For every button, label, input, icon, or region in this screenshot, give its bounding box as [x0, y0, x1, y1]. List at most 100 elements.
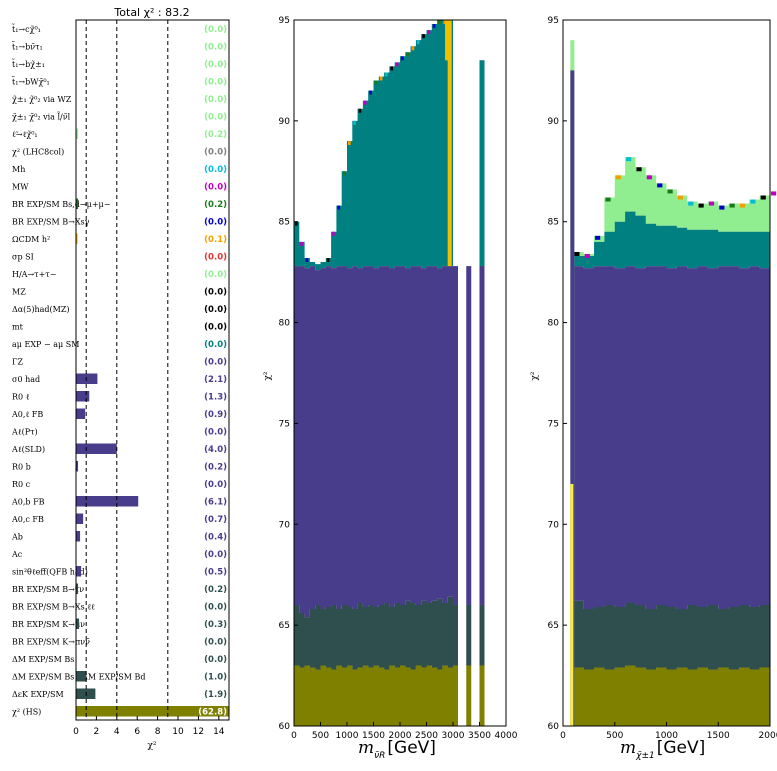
y-tick-label: 90 — [548, 117, 560, 127]
contribution-bar — [76, 373, 98, 384]
area-edge-mark — [574, 251, 580, 256]
y-tick-label: 80 — [548, 319, 560, 329]
row-value: (0.0) — [204, 357, 227, 367]
plot-frame — [75, 19, 230, 721]
area-edge-mark — [771, 191, 777, 196]
row-value: (0.0) — [204, 637, 227, 647]
column-ewpo — [479, 60, 485, 605]
contribution-bar — [76, 513, 84, 524]
contribution-bar — [76, 531, 81, 542]
area-edge-mark — [708, 201, 715, 206]
row-label: t̃₁→bχ̃±₁ — [11, 58, 45, 69]
column-ewpo — [466, 266, 472, 605]
area-edge-mark — [657, 183, 663, 188]
row-label: χ² (LHC8col) — [12, 147, 64, 156]
contribution-bar — [76, 671, 87, 682]
contribution-bar — [76, 566, 82, 577]
row-value: (0.2) — [204, 130, 227, 140]
x-tick-label: 2500 — [415, 731, 438, 741]
row-value: (2.1) — [204, 375, 227, 385]
row-value: (0.0) — [204, 270, 227, 280]
area-edge-mark — [595, 235, 601, 240]
row-value: (0.0) — [204, 25, 227, 35]
row-value: (6.1) — [204, 497, 227, 507]
row-value: (0.0) — [204, 550, 227, 560]
area-edge-mark — [438, 20, 441, 24]
row-value: (0.2) — [204, 585, 227, 595]
stacked-area — [570, 40, 777, 726]
area-layer-flavour — [294, 596, 453, 670]
chi2-breakdown-chart: Total χ² : 83.2 t̃₁→cχ̃⁰₁ (0.0) t̃₁→bν̃τ₁ (… — [11, 6, 230, 751]
row-label: H/A→τ+τ− — [12, 270, 56, 279]
area-edge-mark — [348, 141, 351, 146]
x-tick-label: 3500 — [468, 731, 491, 741]
column-hs — [466, 665, 472, 726]
area-layer-top — [294, 20, 453, 271]
row-label: t̃₁→cχ̃⁰₁ — [11, 23, 41, 34]
x-tick-label: 3000 — [442, 731, 465, 741]
row-label: mt — [12, 322, 24, 331]
area-edge-mark — [698, 203, 704, 208]
x-tick-label: 1000 — [336, 731, 359, 741]
row-value: (1.0) — [204, 672, 227, 682]
y-tick-label: 85 — [279, 218, 290, 228]
x-tick-label: 10 — [172, 727, 184, 737]
area-edge-mark — [584, 253, 590, 258]
y-axis-ticks: 60 65 70 75 80 85 90 95 — [279, 16, 298, 732]
row-value: (0.0) — [204, 147, 227, 157]
area-edge-mark — [385, 72, 388, 77]
area-edge-mark — [374, 80, 378, 85]
breakdown-rows: t̃₁→cχ̃⁰₁ (0.0) t̃₁→bν̃τ₁ (0.0) t̃₁→bχ̃±₁ (0.… — [11, 23, 227, 717]
contribution-bar — [76, 391, 90, 402]
row-label: MW — [12, 182, 29, 191]
x-tick-label: 500 — [606, 731, 623, 741]
row-label: Δα(5)had(MZ) — [12, 305, 70, 314]
row-label: A0,b FB — [11, 497, 45, 506]
area-layer-top — [573, 157, 770, 257]
contribution-bar — [76, 198, 79, 209]
row-value: (0.0) — [204, 95, 227, 105]
column-flavour — [466, 604, 472, 666]
gap-band — [447, 20, 452, 267]
y-tick-label: 75 — [548, 419, 559, 429]
row-value: (0.1) — [204, 235, 227, 245]
area-edge-mark — [326, 258, 330, 263]
y-tick-label: 75 — [279, 419, 290, 429]
contribution-bar — [76, 408, 86, 419]
contribution-bar — [76, 233, 78, 244]
y-tick-label: 95 — [279, 16, 290, 26]
row-label: BR EXP/SM Bs,d→μ+μ− — [12, 200, 110, 209]
x-tick-label: 0 — [73, 727, 79, 737]
area-layer-astro — [573, 211, 770, 269]
area-edge-mark — [739, 203, 746, 208]
row-label: σp SI — [12, 252, 34, 261]
chart-title: Total χ² : 83.2 — [113, 6, 189, 19]
x-tick-label: 14 — [213, 727, 225, 737]
row-value: (0.3) — [204, 620, 227, 630]
row-label: ΔM EXP/SM Bs — [12, 655, 74, 664]
area-edge-mark — [369, 90, 372, 95]
row-label: BR EXP/SM B→τν — [12, 585, 84, 594]
area-edge-mark — [646, 175, 652, 180]
row-value: (0.2) — [204, 462, 227, 472]
area-edge-mark — [401, 56, 404, 61]
column-hs — [479, 665, 485, 726]
contribution-bar — [76, 496, 139, 507]
x-tick-label: 500 — [312, 731, 329, 741]
y-tick-label: 70 — [548, 520, 560, 530]
contribution-bar — [76, 583, 79, 594]
y-tick-label: 95 — [548, 16, 559, 26]
area-edge-mark — [337, 205, 341, 210]
row-value: (0.4) — [204, 532, 227, 542]
breakdown-bars: (62.8) — [76, 128, 229, 717]
row-value: (0.0) — [204, 42, 227, 52]
row-label: A0,ℓ FB — [11, 410, 43, 419]
row-value: (0.0) — [204, 340, 227, 350]
row-label: σ0 had — [12, 375, 40, 384]
row-value: (0.0) — [204, 602, 227, 612]
area-edge-mark — [626, 157, 632, 162]
row-value: (0.9) — [204, 410, 227, 420]
contribution-bar — [76, 443, 117, 454]
area-edge-mark — [353, 120, 356, 125]
